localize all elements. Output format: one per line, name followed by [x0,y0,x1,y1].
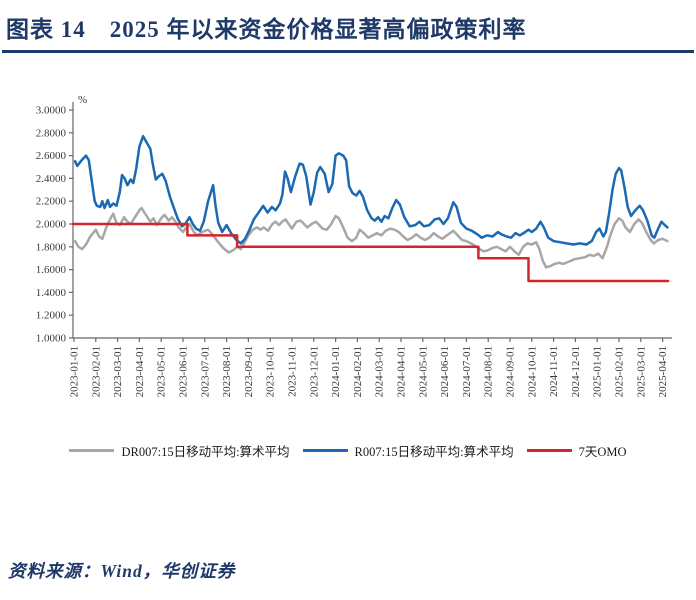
legend-line-sample-omo [526,448,572,452]
chart-area: 3.0000 2.8000 2.6000 2.4000 2.2000 2.0000 1.80… [0,85,696,437]
legend-item-omo: 7天OMO [526,441,627,460]
y-axis-tick-label: 2.4000 [36,173,67,185]
x-axis-tick-label: 2023-10-01 [265,346,277,397]
x-axis-tick-label: 2024-04-01 [396,346,408,397]
y-axis-tick-label: 2.8000 [36,127,67,139]
x-axis-tick-label: 2023-05-01 [156,346,168,397]
legend-label-omo: 7天OMO [578,444,627,459]
title-divider [2,50,694,53]
legend-line-sample-r007 [302,448,348,452]
y-axis-tick-label: 1.4000 [36,287,67,299]
x-axis-tick-label: 2024-02-01 [352,346,364,397]
y-axis-tick-label: 2.0000 [36,219,67,231]
x-axis-tick-label: 2023-01-01 [69,346,81,397]
x-axis-tick-label: 2023-03-01 [112,346,124,397]
line-chart-svg: 3.0000 2.8000 2.6000 2.4000 2.2000 2.0000 1.80… [36,94,672,397]
series-line-2 [71,222,670,283]
figure-title: 图表 14 2025 年以来资金价格显著高偏政策利率 [6,17,527,42]
y-axis-tick-label: 2.6000 [36,150,67,162]
x-axis-tick-label: 2025-03-01 [635,346,647,397]
x-axis-tick-label: 2023-04-01 [134,346,146,397]
x-axis-tick-label: 2024-12-01 [570,346,582,397]
series-line-1 [73,134,669,246]
x-axis-tick-label: 2025-02-01 [614,346,626,397]
y-axis-tick-label: 3.0000 [36,105,67,117]
x-axis-tick-label: 2025-01-01 [592,346,604,397]
legend-label-r007: R007:15日移动平均:算术平均 [354,444,514,459]
legend-line-sample-dr007 [69,448,115,452]
x-axis-tick-label: 2023-06-01 [178,346,190,397]
x-axis-tick-label: 2023-02-01 [90,346,102,397]
x-axis-tick-label: 2024-11-01 [548,346,560,397]
legend-label-dr007: DR007:15日移动平均:算术平均 [121,444,290,459]
x-axis-tick-label: 2023-09-01 [243,346,255,397]
y-axis-tick-label: 1.8000 [36,241,67,253]
x-axis-tick-label: 2024-07-01 [461,346,473,397]
y-axis-tick-label: 1.6000 [36,264,67,276]
legend-item-r007: R007:15日移动平均:算术平均 [302,441,514,460]
x-axis-tick-label: 2025-04-01 [657,346,669,397]
y-axis-tick-label: 1.0000 [36,333,67,345]
y-axis-tick-label: 2.2000 [36,196,67,208]
x-axis-tick-label: 2024-01-01 [330,346,342,397]
y-axis-tick-label: 1.2000 [36,310,67,322]
x-axis-tick-label: 2023-11-01 [287,346,299,397]
x-axis-tick-label: 2023-07-01 [199,346,211,397]
series-line-0 [73,206,669,269]
x-axis-tick-label: 2024-06-01 [439,346,451,397]
legend-item-dr007: DR007:15日移动平均:算术平均 [69,441,290,460]
x-axis-tick-label: 2024-10-01 [526,346,538,397]
source-note: 资料来源：Wind，华创证券 [8,561,236,581]
x-axis-tick-label: 2023-12-01 [308,346,320,397]
x-axis-tick-label: 2023-08-01 [221,346,233,397]
x-axis-tick-label: 2024-05-01 [417,346,429,397]
x-axis-tick-label: 2024-03-01 [374,346,386,397]
x-axis-tick-label: 2024-09-01 [505,346,517,397]
chart-legend: DR007:15日移动平均:算术平均 R007:15日移动平均:算术平均 7天O… [0,440,696,460]
y-axis-unit-label: % [78,94,87,106]
x-axis-tick-label: 2024-08-01 [483,346,495,397]
